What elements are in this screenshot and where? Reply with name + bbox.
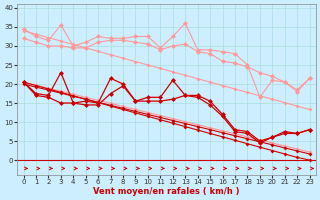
X-axis label: Vent moyen/en rafales ( km/h ): Vent moyen/en rafales ( km/h ) <box>93 187 240 196</box>
